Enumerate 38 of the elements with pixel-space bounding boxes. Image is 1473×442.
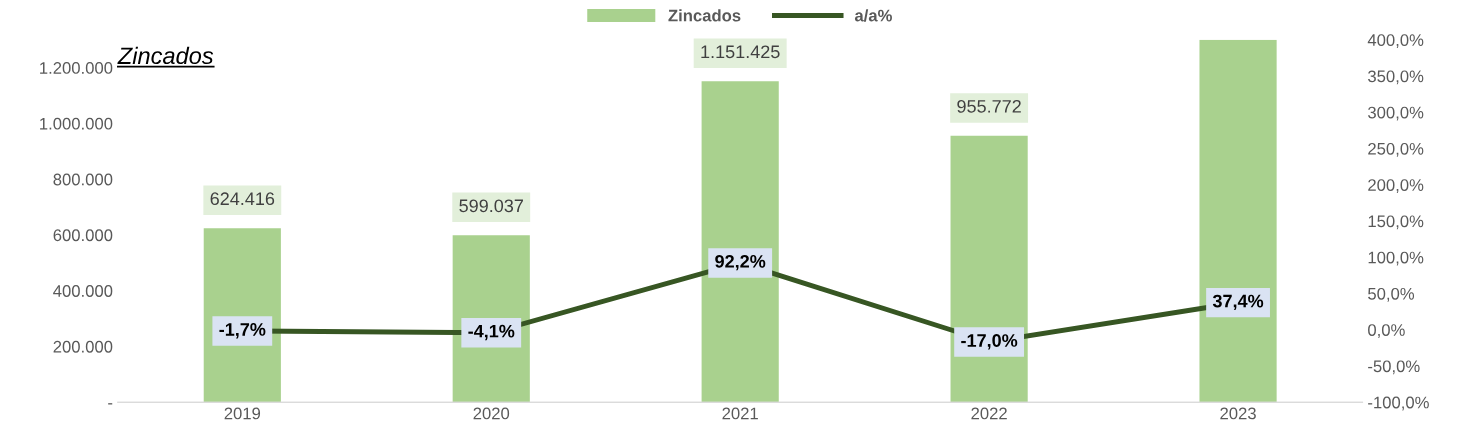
x-tick-label: 2022 [971, 407, 1007, 420]
data-label: 92,2% [715, 254, 766, 271]
data-label: 599.037 [459, 199, 523, 213]
bar [1199, 39, 1277, 403]
y-tick-label: 1.200.000 [40, 62, 113, 74]
y-tick-label: 600.000 [53, 229, 113, 242]
y-tick-label: 200.000 [53, 340, 113, 353]
legend-label: Zincados [668, 9, 741, 22]
y2-tick-label: 150,0% [1368, 215, 1424, 230]
data-label: 37,4% [1212, 294, 1264, 311]
y2-tick-label: -100,0% [1368, 396, 1429, 411]
y2-tick-label: 100,0% [1368, 251, 1424, 266]
y2-tick-label: 350,0% [1368, 70, 1424, 85]
data-label: 1.151.425 [701, 45, 780, 59]
bar [950, 135, 1028, 403]
y2-tick-label: 250,0% [1368, 142, 1424, 157]
data-label: -17,0% [961, 334, 1018, 350]
y2-tick-label: 200,0% [1368, 179, 1424, 193]
y-tick-label: 400.000 [53, 285, 113, 297]
bar [701, 81, 779, 403]
data-label: -4,1% [468, 324, 515, 341]
y2-tick-label: 300,0% [1368, 106, 1424, 121]
x-tick-label: 2021 [722, 407, 758, 420]
y-tick-label: 1.000.000 [40, 117, 113, 130]
legend-label: a/a% [854, 9, 892, 22]
x-tick-label: 2020 [473, 407, 510, 420]
y-tick-label: - [108, 403, 113, 405]
y-tick-label: 800.000 [53, 173, 113, 186]
y2-tick-label: 0,0% [1368, 324, 1405, 338]
data-label: 624.416 [210, 192, 275, 206]
chart-title: Zincados [117, 46, 214, 65]
y2-tick-label: 400,0% [1367, 34, 1424, 48]
x-tick-label: 2019 [224, 407, 261, 420]
y2-tick-label: -50,0% [1368, 360, 1420, 375]
x-tick-label: 2023 [1220, 407, 1256, 420]
data-label: -1,7% [219, 323, 266, 339]
data-label: 955.772 [957, 99, 1021, 113]
y2-tick-label: 50,0% [1368, 287, 1415, 302]
